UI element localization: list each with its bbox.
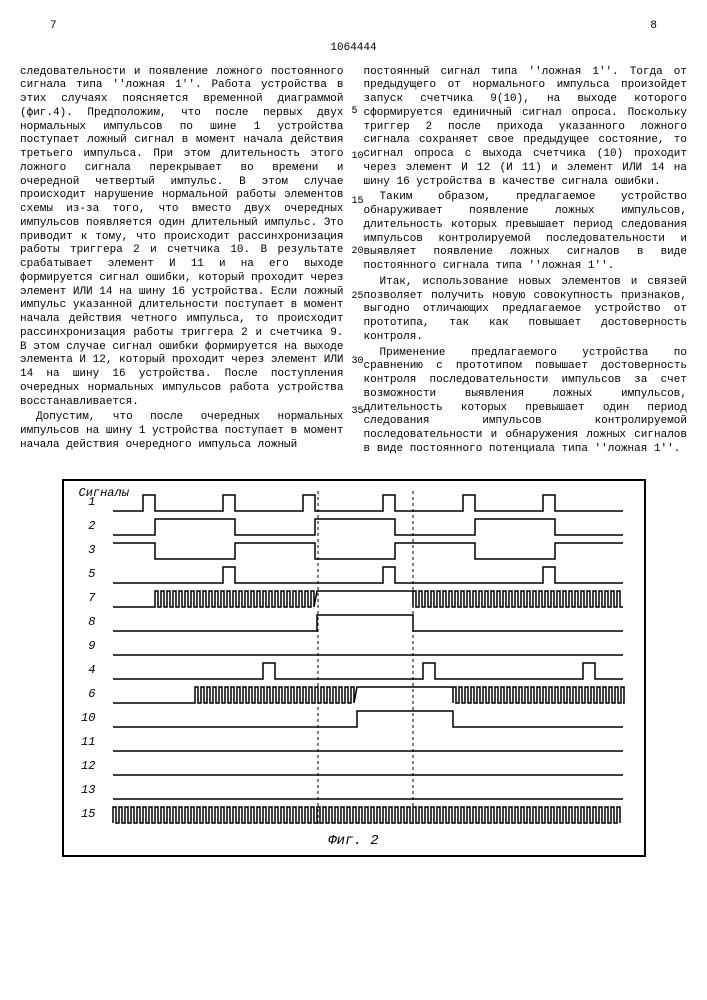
diagram-title: Сигналы <box>79 486 129 501</box>
waveform-svg <box>102 707 634 731</box>
right-column: постоянный сигнал типа ''ложная 1''. Тог… <box>364 66 688 459</box>
waveform-svg <box>102 515 634 539</box>
left-column: следовательности и появление ложного пос… <box>20 66 344 459</box>
waveform-number: 11 <box>74 735 102 750</box>
line-number: 15 <box>352 196 364 209</box>
waveform-svg <box>102 611 634 635</box>
waveform-number: 7 <box>74 591 102 606</box>
line-number: 30 <box>352 356 364 369</box>
waveform-row: 12 <box>74 755 634 779</box>
page-right: 8 <box>650 20 657 34</box>
waveform-svg <box>102 635 634 659</box>
waveform-number: 13 <box>74 783 102 798</box>
waveform-svg <box>102 779 634 803</box>
waveform-number: 12 <box>74 759 102 774</box>
waveform-row: 4 <box>74 659 634 683</box>
waveform-svg <box>102 659 634 683</box>
waveform-number: 2 <box>74 519 102 534</box>
right-p4: Применение предлагаемого устройства по с… <box>364 347 688 457</box>
waveform-svg <box>102 563 634 587</box>
waveform-svg <box>102 539 634 563</box>
waveform-row: 5 <box>74 563 634 587</box>
waveform-svg <box>102 491 634 515</box>
left-p1: следовательности и появление ложного пос… <box>20 66 344 410</box>
patent-number: 1064444 <box>20 42 687 56</box>
waveform-number: 5 <box>74 567 102 582</box>
right-p3: Итак, использование новых элементов и св… <box>364 276 688 345</box>
waveform-row: 8 <box>74 611 634 635</box>
waveform-row: 2 <box>74 515 634 539</box>
line-number: 35 <box>352 406 364 419</box>
waveform-row: 1 <box>74 491 634 515</box>
waveform-number: 15 <box>74 807 102 822</box>
right-p1: постоянный сигнал типа ''ложная 1''. Тог… <box>364 66 688 190</box>
waveform-number: 8 <box>74 615 102 630</box>
waveform-svg <box>102 683 634 707</box>
waveform-row: 7 <box>74 587 634 611</box>
left-p2: Допустим, что после очередных нормальных… <box>20 411 344 452</box>
waveform-row: 6 <box>74 683 634 707</box>
waveform-number: 3 <box>74 543 102 558</box>
waveforms-container: 1235789461011121315 <box>74 491 634 827</box>
line-number: 25 <box>352 291 364 304</box>
waveform-svg <box>102 587 634 611</box>
line-number: 10 <box>352 151 364 164</box>
waveform-number: 9 <box>74 639 102 654</box>
timing-diagram: Сигналы 1235789461011121315 Фиг. 2 <box>62 479 646 858</box>
waveform-number: 10 <box>74 711 102 726</box>
waveform-row: 10 <box>74 707 634 731</box>
waveform-svg <box>102 731 634 755</box>
waveform-svg <box>102 755 634 779</box>
waveform-number: 6 <box>74 687 102 702</box>
right-p2: Таким образом, предлагаемое устройство о… <box>364 191 688 274</box>
figure-label: Фиг. 2 <box>74 833 634 851</box>
waveform-row: 3 <box>74 539 634 563</box>
waveform-row: 13 <box>74 779 634 803</box>
page-left: 7 <box>50 20 57 34</box>
waveform-row: 15 <box>74 803 634 827</box>
waveform-row: 9 <box>74 635 634 659</box>
text-columns: следовательности и появление ложного пос… <box>20 66 687 459</box>
waveform-row: 11 <box>74 731 634 755</box>
line-number: 5 <box>352 106 358 119</box>
waveform-svg <box>102 803 634 827</box>
line-number: 20 <box>352 246 364 259</box>
waveform-number: 4 <box>74 663 102 678</box>
